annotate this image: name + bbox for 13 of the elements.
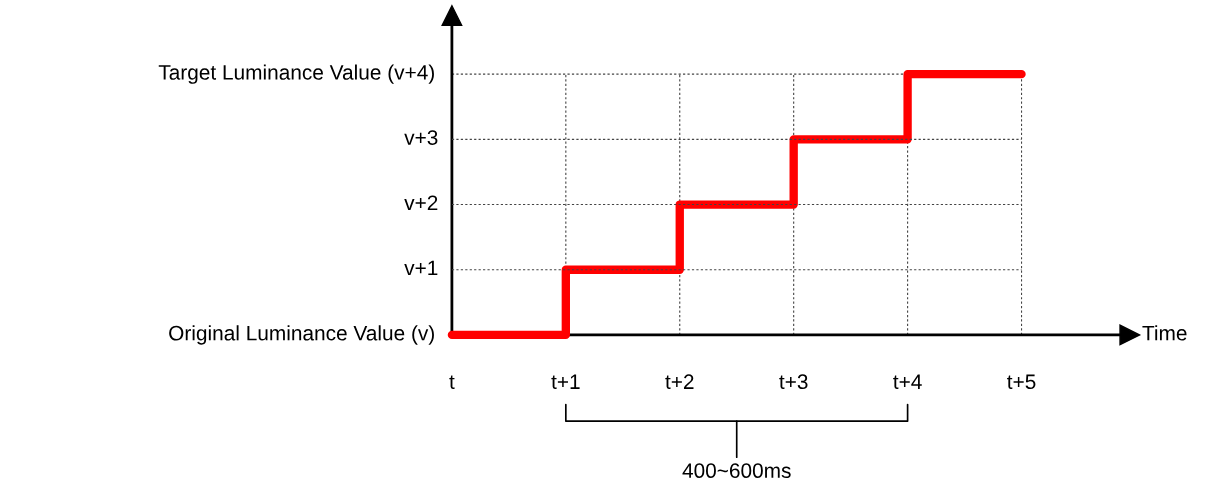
ref-line-label: v+3 (404, 130, 438, 145)
x-tick-label: t+2 (665, 374, 694, 390)
x-tick-label: t+5 (1007, 374, 1036, 390)
annotation: Original Luminance Value (v) (169, 325, 434, 345)
ref-line-label: v+2 (404, 195, 438, 210)
x-tick-label: t+1 (551, 374, 580, 390)
x-tick-label: t+4 (893, 374, 922, 390)
x-tick-label: t (449, 375, 455, 390)
text: Time (1142, 325, 1187, 341)
ref-line-label: v+1 (404, 260, 438, 276)
text: 400~600ms (682, 463, 791, 479)
text: Target Luminance Value (v+4) (158, 64, 434, 84)
x-tick-label: t+3 (779, 374, 808, 390)
